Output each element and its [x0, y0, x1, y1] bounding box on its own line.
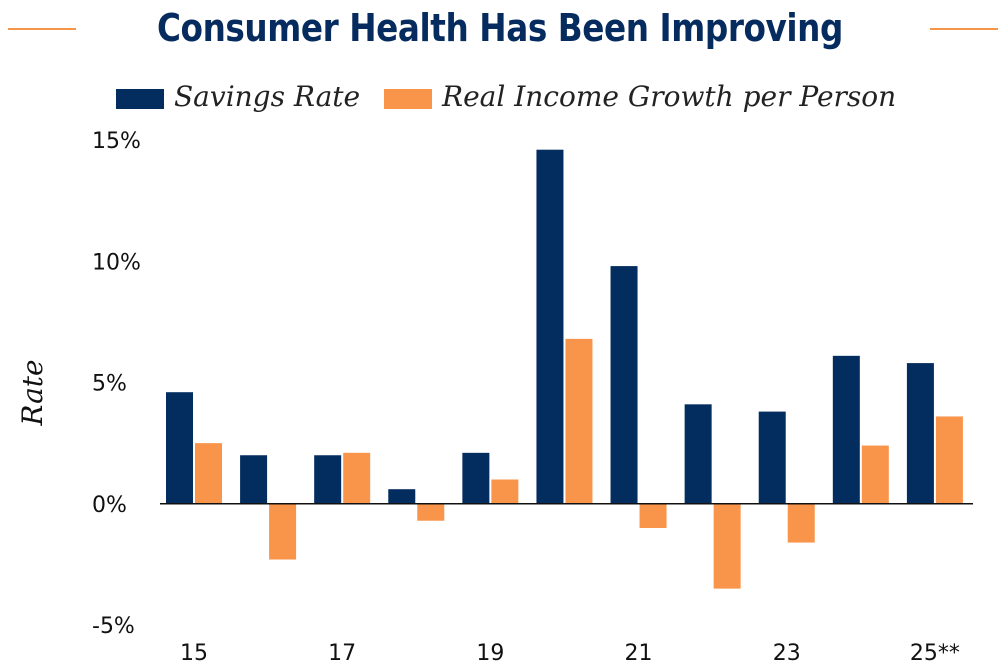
bar-real-income-growth	[713, 503, 741, 589]
legend-swatch-real-income-growth	[384, 89, 432, 109]
bar-savings-rate	[240, 455, 268, 504]
bar-savings-rate	[314, 455, 342, 504]
bar-savings-rate	[462, 452, 490, 504]
y-tick-label: 0%	[92, 493, 127, 518]
x-tick-label: 19	[476, 641, 504, 666]
y-tick-label: -5%	[92, 614, 135, 639]
bar-savings-rate	[166, 392, 193, 504]
bar-savings-rate	[536, 149, 564, 504]
bar-real-income-growth	[565, 338, 593, 504]
bar-real-income-growth	[935, 416, 963, 504]
x-tick-label: 15	[180, 641, 208, 666]
legend: Savings Rate Real Income Growth per Pers…	[0, 80, 1000, 116]
y-tick-label: 15%	[92, 129, 141, 154]
bar-real-income-growth	[787, 503, 815, 543]
bar-real-income-growth	[269, 503, 297, 560]
x-tick-label: 17	[328, 641, 356, 666]
legend-label-real-income-growth: Real Income Growth per Person	[442, 80, 897, 113]
bar-real-income-growth	[491, 479, 519, 504]
y-tick-label: 5%	[92, 372, 127, 397]
chart-title: Consumer Health Has Been Improving	[156, 6, 843, 50]
legend-label-savings-rate: Savings Rate	[174, 80, 361, 113]
legend-swatch-savings-rate	[116, 89, 164, 109]
bar-savings-rate	[906, 363, 934, 504]
bar-real-income-growth	[639, 503, 667, 528]
bar-savings-rate	[684, 404, 712, 504]
y-axis-label: Rate	[16, 359, 49, 426]
bar-savings-rate	[758, 411, 786, 504]
bar-savings-rate	[610, 266, 638, 504]
title-row: Consumer Health Has Been Improving	[0, 0, 1000, 62]
bar-real-income-growth	[343, 452, 371, 504]
title-accent-line-left	[8, 28, 76, 30]
bar-real-income-growth	[417, 503, 445, 521]
bar-real-income-growth	[195, 443, 222, 504]
y-tick-label: 10%	[92, 250, 141, 275]
x-tick-label: 21	[625, 641, 653, 666]
x-tick-label: 25**	[910, 641, 960, 666]
x-tick-label: 23	[773, 641, 801, 666]
bar-savings-rate	[388, 489, 416, 504]
bar-real-income-growth	[861, 445, 889, 504]
bar-chart: Rate 15% 10% 5% 0% -5% 15 17 19 21 23 25**	[16, 129, 973, 666]
bar-savings-rate	[832, 355, 860, 504]
title-accent-line-right	[930, 28, 998, 30]
